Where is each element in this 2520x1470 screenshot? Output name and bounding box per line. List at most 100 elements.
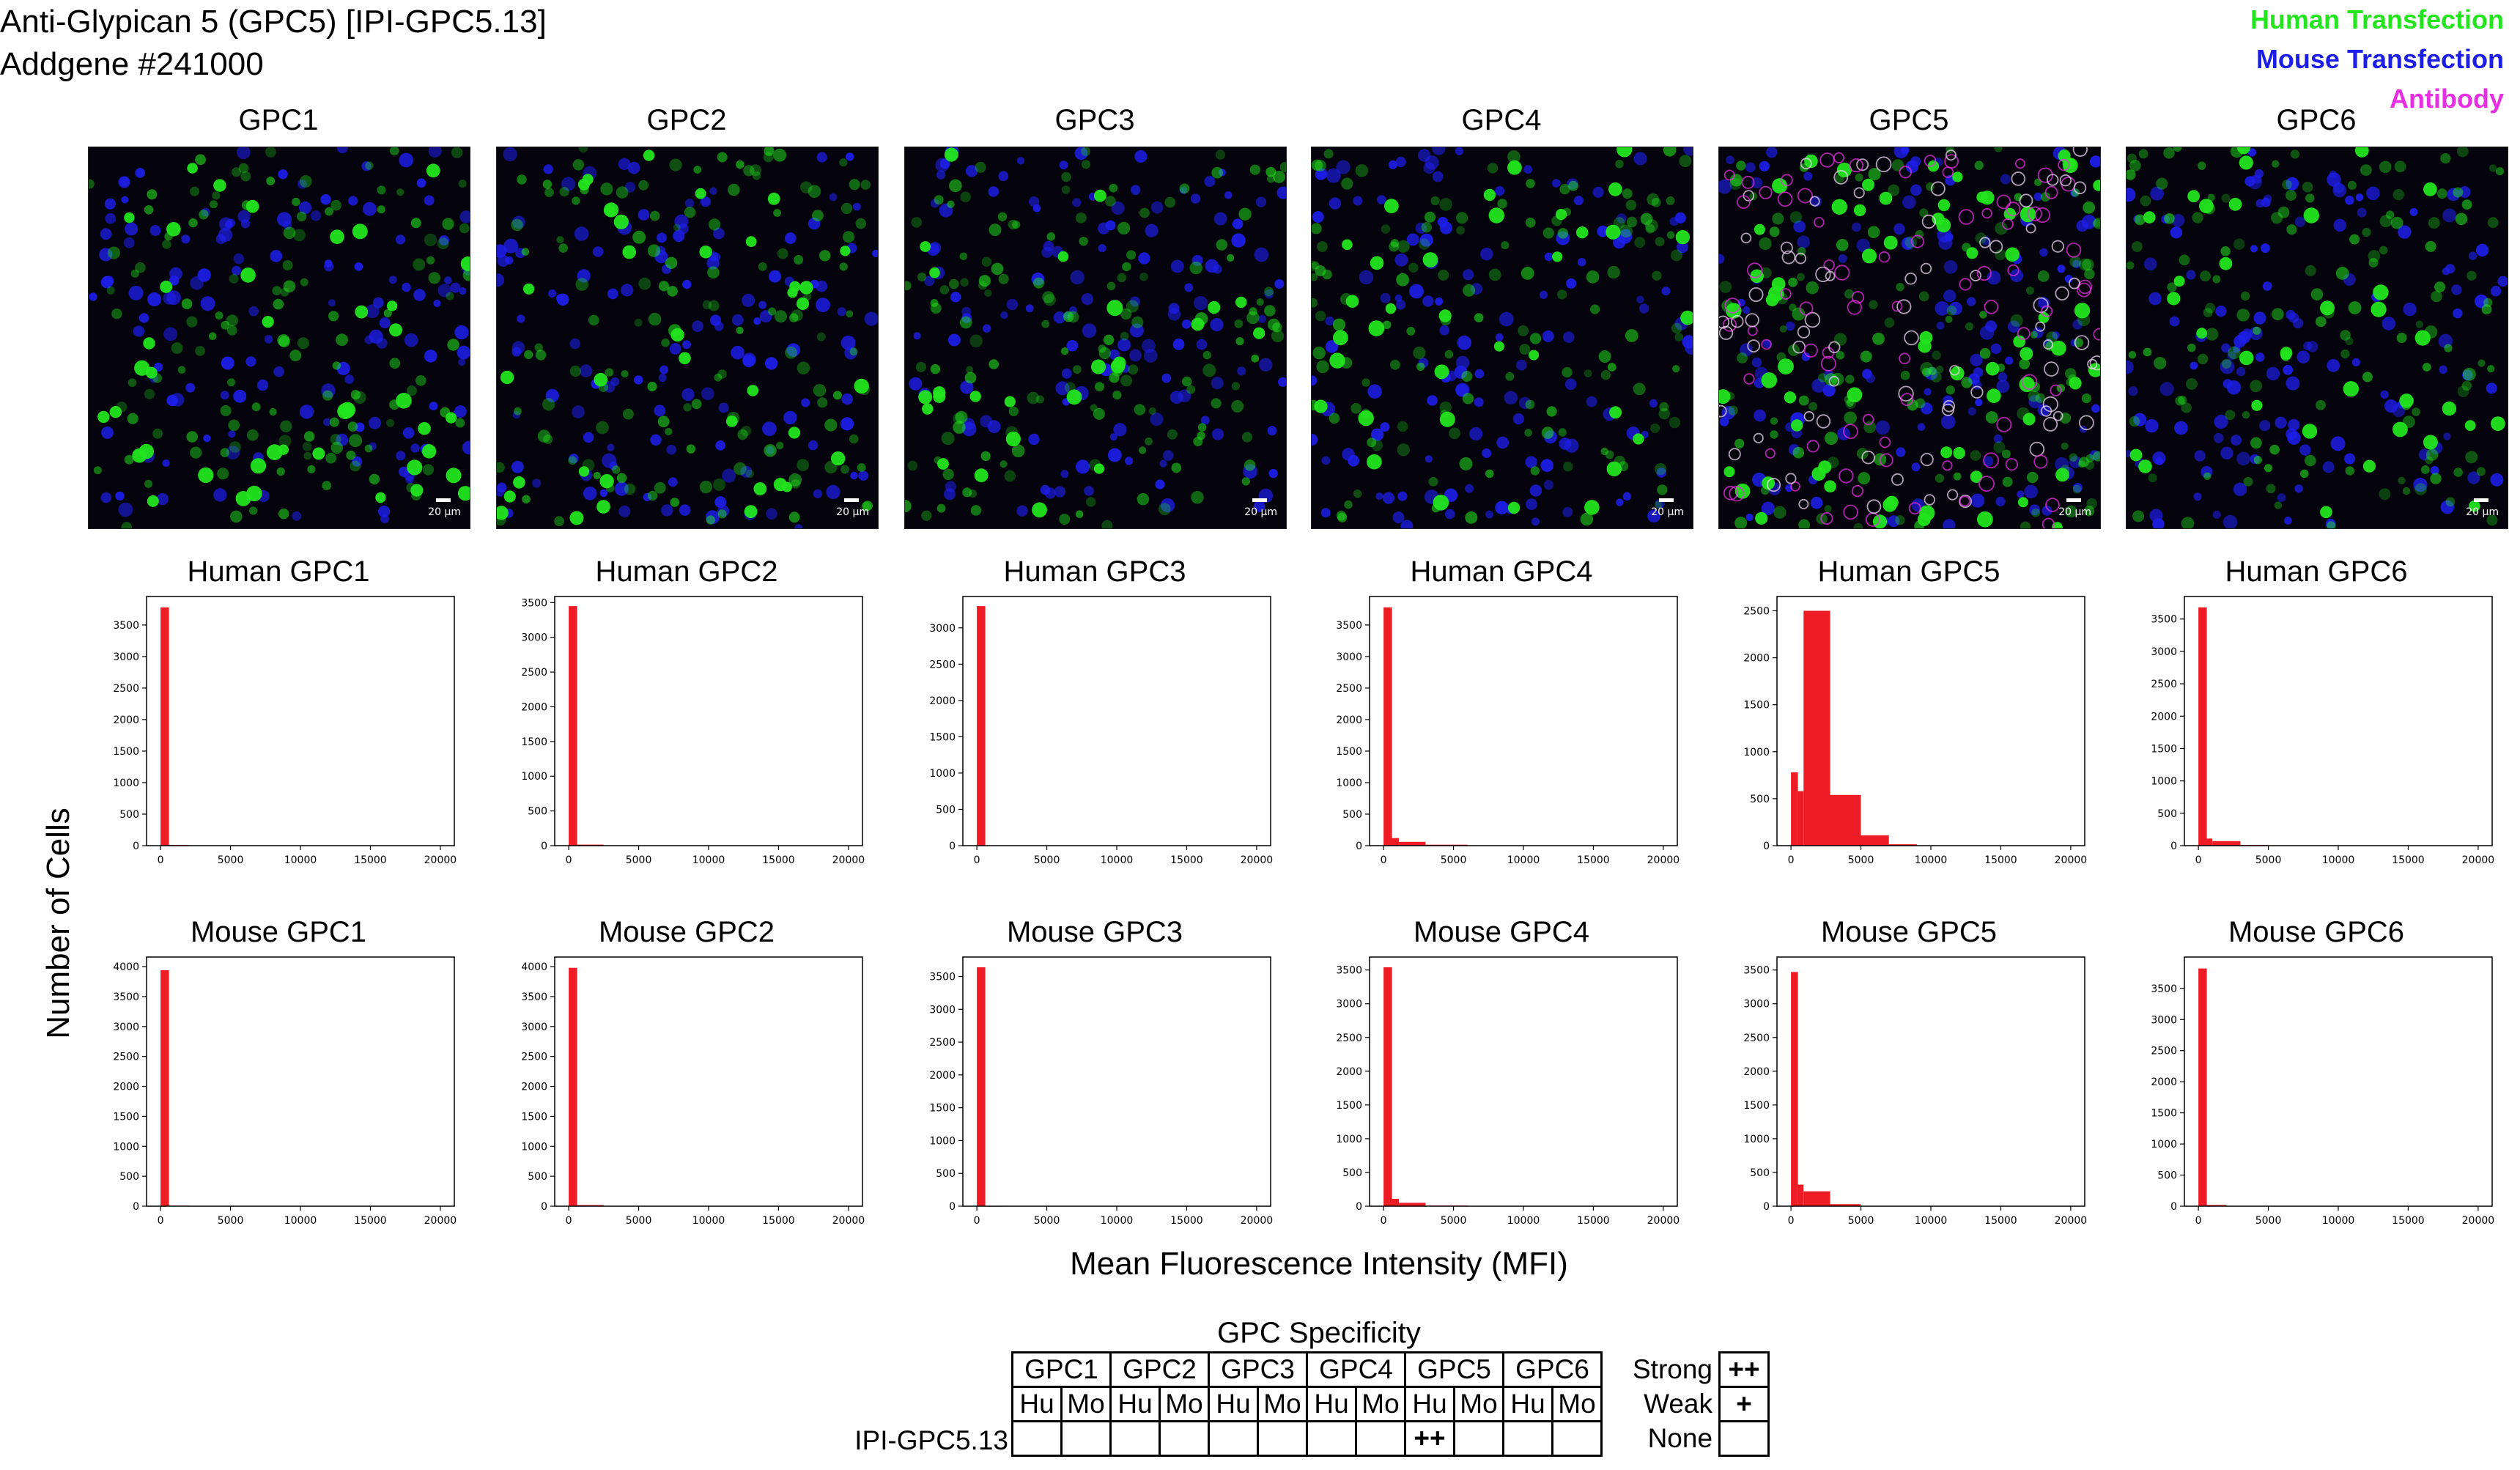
human-cell xyxy=(2320,506,2332,519)
x-tick-label: 5000 xyxy=(2255,1215,2282,1227)
histogram-bar xyxy=(1399,1203,1426,1206)
mouse-cell xyxy=(2028,395,2042,408)
mouse-cell xyxy=(2327,358,2340,372)
y-tick-label: 500 xyxy=(528,1171,547,1183)
human-cell xyxy=(1835,174,1844,183)
human-cell xyxy=(2028,390,2040,402)
y-tick-label: 1000 xyxy=(521,1141,547,1153)
mouse-cell xyxy=(961,421,977,437)
mouse-cell xyxy=(668,477,678,487)
mouse-cell xyxy=(1526,498,1537,510)
antibody-stain xyxy=(1833,170,1849,185)
human-cell xyxy=(658,281,670,292)
mouse-cell xyxy=(924,276,935,287)
human-cell xyxy=(1833,333,1847,346)
mouse-cell xyxy=(511,347,522,357)
human-cell xyxy=(1824,480,1836,492)
human-cell xyxy=(1825,432,1838,446)
human-cell xyxy=(621,370,629,378)
mouse-cell xyxy=(1143,349,1158,363)
mouse-cell xyxy=(121,196,129,204)
antibody-stain xyxy=(1723,169,1735,181)
antibody-stain xyxy=(1761,339,1772,350)
human-cell xyxy=(1524,429,1532,437)
antibody-stain xyxy=(1820,511,1833,525)
histogram-bar xyxy=(1797,791,1804,846)
mouse-cell xyxy=(1866,374,1875,383)
human-cell xyxy=(745,236,757,248)
human-cell xyxy=(1355,164,1369,177)
mouse-cell xyxy=(2233,482,2247,496)
mouse-cell xyxy=(128,285,144,300)
mouse-cell xyxy=(324,259,333,267)
mouse-cell xyxy=(700,196,711,207)
human-cell xyxy=(1267,318,1280,331)
human-cell xyxy=(437,237,449,250)
mouse-cell xyxy=(1181,320,1191,329)
human-cell xyxy=(1645,224,1655,234)
human-cell xyxy=(1836,162,1852,178)
y-tick-label: 2500 xyxy=(521,1052,547,1063)
micro-title-gpc4: GPC4 xyxy=(1461,104,1542,136)
mouse-cell xyxy=(2398,225,2412,239)
human-cell xyxy=(212,191,221,200)
mouse-cell xyxy=(2260,243,2270,254)
y-tick-label: 500 xyxy=(119,1171,139,1183)
human-cell xyxy=(535,350,547,361)
mouse-cell xyxy=(2024,484,2038,499)
y-tick-label: 2500 xyxy=(2151,1046,2177,1057)
mouse-cell xyxy=(1577,257,1586,267)
mouse-cell xyxy=(2057,265,2066,273)
human-cell xyxy=(2251,399,2263,411)
mouse-cell xyxy=(100,276,114,289)
mouse-cell xyxy=(1129,349,1142,362)
human-cell xyxy=(369,473,380,485)
human-cell xyxy=(648,312,662,326)
antibody-stain xyxy=(1765,448,1776,459)
x-tick-label: 20000 xyxy=(2462,854,2495,866)
human-cell xyxy=(1444,350,1454,359)
mouse-cell xyxy=(1155,479,1165,490)
human-cell xyxy=(2253,456,2262,465)
human-cell xyxy=(2069,377,2082,390)
mouse-cell xyxy=(115,491,125,501)
human-cell xyxy=(2212,275,2221,284)
human-cell xyxy=(1079,237,1088,246)
human-cell xyxy=(947,200,955,208)
antibody-stain xyxy=(1785,473,1797,484)
mouse-cell xyxy=(1257,314,1266,323)
micrograph-gpc6: 20 µm xyxy=(2126,147,2508,529)
spec-value-cell xyxy=(1551,1420,1603,1457)
mouse-cell xyxy=(439,235,449,245)
mouse-cell xyxy=(1439,325,1449,336)
mouse-cell xyxy=(163,327,178,341)
human-cell xyxy=(2040,192,2050,202)
human-cell xyxy=(1312,298,1318,308)
human-cell xyxy=(2423,182,2437,196)
mouse-cell xyxy=(1726,155,1734,164)
mouse-cell xyxy=(1936,321,1945,330)
mouse-cell xyxy=(1495,333,1504,341)
antibody-stain xyxy=(1819,152,1835,168)
human-cell xyxy=(292,197,300,207)
mouse-cell xyxy=(961,306,972,317)
human-cell xyxy=(93,466,102,475)
mouse-cell xyxy=(1754,409,1766,422)
human-cell xyxy=(2467,270,2477,281)
human-cell xyxy=(1312,261,1320,270)
mouse-cell xyxy=(2413,478,2428,492)
x-tick-label: 5000 xyxy=(1034,1215,1060,1227)
mouse-cell xyxy=(2322,461,2335,473)
human-cell xyxy=(1063,311,1074,322)
mouse-cell xyxy=(1803,171,1813,181)
human-cell xyxy=(2240,291,2250,301)
histogram-bar xyxy=(2212,841,2241,846)
antibody-stain xyxy=(1759,185,1773,199)
antibody-stain xyxy=(1843,504,1858,520)
mouse-cell xyxy=(1822,384,1836,397)
mouse-cell xyxy=(1130,296,1140,307)
y-tick-label: 2500 xyxy=(1336,683,1362,695)
antibody-stain xyxy=(2059,174,2072,187)
